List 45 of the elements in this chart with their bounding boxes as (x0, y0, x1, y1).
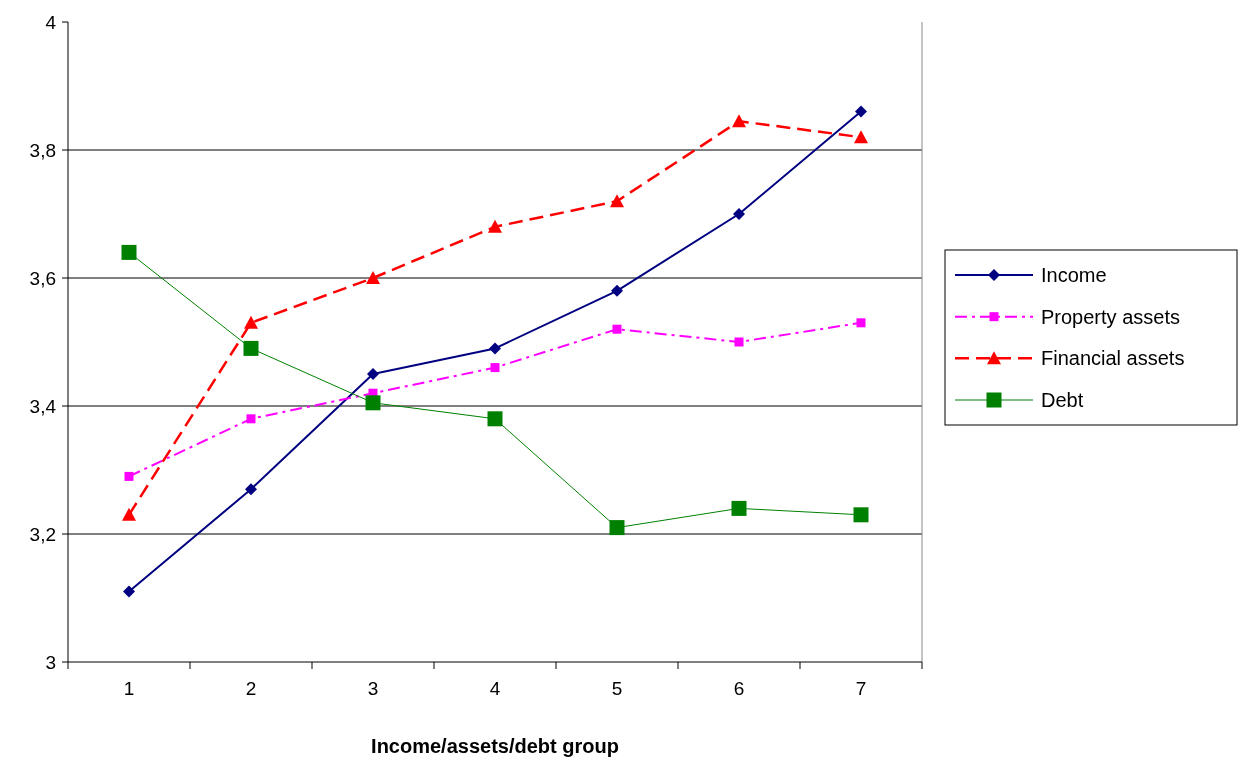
y-tick-label: 3,8 (29, 139, 56, 161)
point (853, 507, 869, 523)
point (854, 130, 868, 144)
point (610, 194, 624, 208)
point (487, 411, 503, 427)
point (855, 105, 867, 118)
point (609, 520, 625, 536)
point (731, 500, 747, 516)
point (243, 340, 259, 356)
point (244, 315, 258, 329)
x-tick-label: 1 (123, 678, 135, 699)
point (490, 363, 500, 373)
point (124, 471, 134, 481)
point (489, 342, 501, 355)
point (488, 219, 502, 233)
legend-label: Debt (1041, 389, 1084, 411)
point (734, 337, 744, 347)
point (246, 414, 256, 424)
point (365, 395, 381, 411)
point (366, 271, 380, 284)
legend-label: Property assets (1041, 305, 1180, 328)
y-tick-label: 4 (45, 11, 57, 33)
point (612, 324, 622, 334)
x-tick-label: 5 (611, 678, 623, 699)
legend-label: Income (1041, 264, 1107, 286)
point (123, 585, 135, 598)
x-tick-label: 3 (367, 678, 379, 699)
point (733, 208, 745, 220)
y-tick-label: 3,6 (29, 267, 56, 289)
y-tick-label: 3 (45, 651, 56, 673)
point (121, 244, 137, 260)
y-tick-label: 3,2 (29, 523, 56, 545)
y-tick-label: 3,4 (29, 395, 57, 417)
point (732, 114, 746, 128)
point (122, 507, 136, 521)
point (611, 284, 623, 297)
x-axis-title: Income/assets/debt group (371, 735, 619, 757)
x-tick-label: 7 (855, 678, 867, 699)
x-tick-label: 2 (245, 678, 257, 699)
point (856, 318, 866, 328)
legend-label: Financial assets (1041, 347, 1185, 370)
point (245, 483, 257, 496)
x-tick-label: 6 (733, 678, 745, 699)
point (367, 368, 379, 380)
x-tick-label: 4 (489, 678, 501, 699)
